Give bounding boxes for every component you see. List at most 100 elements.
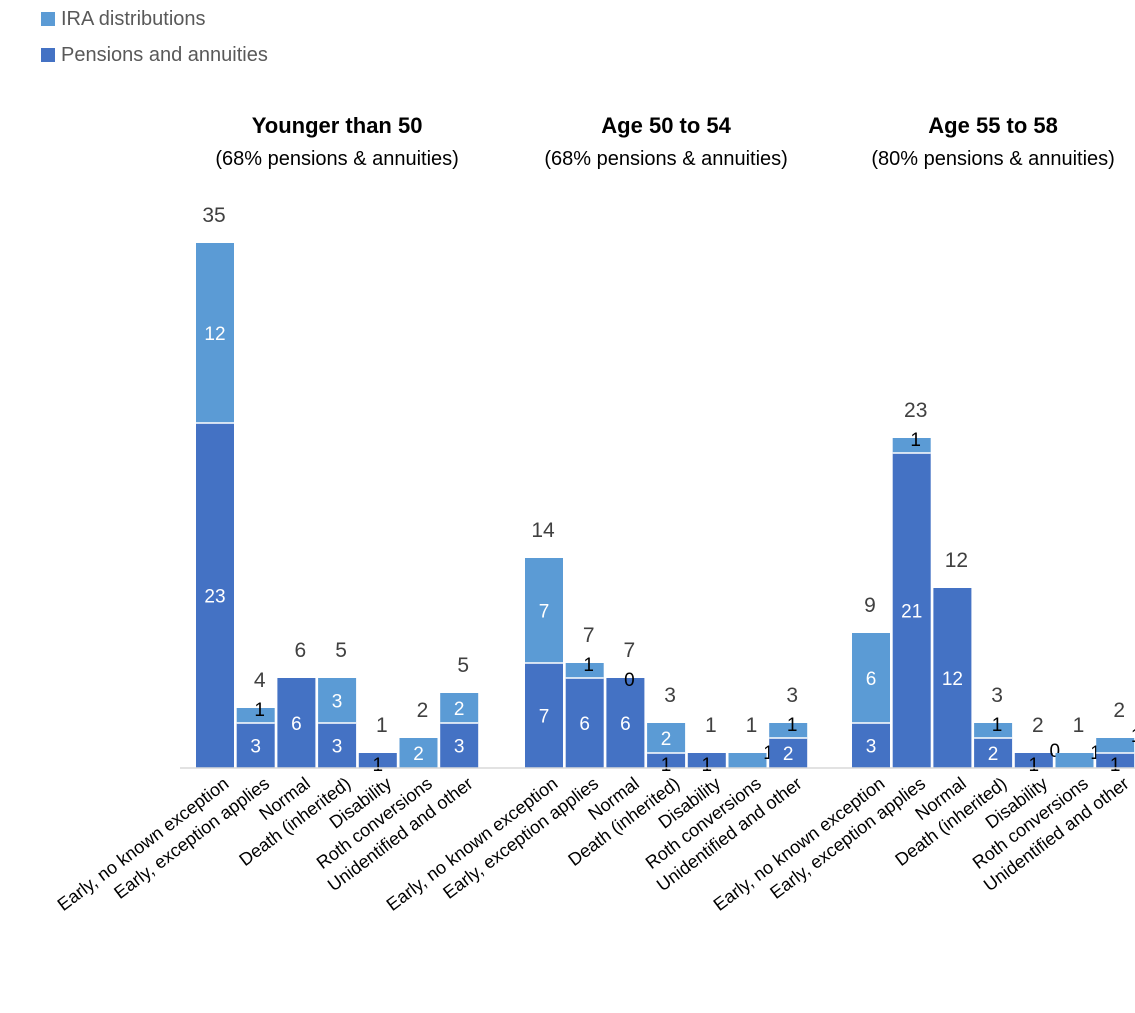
bar-segment-pensions	[525, 663, 563, 768]
data-label-pensions: 1	[1029, 755, 1040, 776]
bar-segment-pensions	[358, 753, 397, 768]
bar-segment-pensions	[196, 423, 234, 768]
bar-segment-pensions	[236, 723, 275, 768]
data-label-pensions: 1	[1110, 755, 1121, 776]
data-label-pensions: 2	[988, 744, 999, 765]
data-label-ira: 0	[624, 670, 635, 691]
legend-swatch-ira-distributions	[41, 12, 55, 26]
group-subtitle: (68% pensions & annuities)	[544, 148, 787, 170]
bar-segment-ira	[852, 633, 890, 723]
legend-swatch-pensions-and-annuities	[41, 48, 55, 62]
bar-segment-ira	[236, 708, 275, 723]
data-label-pensions: 2	[783, 744, 794, 765]
total-label: 7	[624, 639, 636, 662]
bar-segment-ira	[1055, 753, 1094, 768]
data-label-ira: 1	[1131, 726, 1135, 747]
data-label-pensions: 1	[702, 755, 713, 776]
total-label: 5	[335, 639, 347, 662]
data-label-pensions: 3	[250, 737, 261, 758]
bar-segment-pensions	[1014, 753, 1053, 768]
bar-segment-pensions	[852, 723, 890, 768]
bar-segment-pensions	[318, 723, 357, 768]
total-label: 3	[786, 684, 798, 707]
bar-segment-ira	[769, 723, 808, 738]
total-label: 2	[417, 699, 429, 722]
bar-segment-pensions	[687, 753, 726, 768]
total-label: 1	[1073, 714, 1085, 737]
total-label: 23	[904, 399, 927, 422]
total-label: 9	[864, 594, 876, 617]
bar-segment-ira	[974, 723, 1013, 738]
data-label-pensions: 7	[539, 707, 550, 728]
total-label: 1	[705, 714, 717, 737]
x-tick-label-early-no-known-exception: Early, no known exception	[54, 773, 233, 915]
bar-segment-ira	[318, 678, 357, 723]
data-label-ira: 3	[332, 692, 343, 713]
bar-segment-ira	[196, 243, 234, 423]
bar-segment-ira	[892, 438, 931, 453]
data-label-ira: 2	[454, 699, 465, 720]
data-label-ira: 1	[254, 700, 265, 721]
data-label-pensions: 23	[204, 587, 225, 608]
bar-segment-pensions	[892, 453, 931, 768]
data-label-ira: 1	[787, 715, 798, 736]
bar-segment-pensions	[974, 738, 1013, 768]
legend: IRA distributions Pensions and annuities	[41, 8, 268, 66]
group-subtitle: (80% pensions & annuities)	[871, 148, 1114, 170]
total-label: 2	[1113, 699, 1125, 722]
total-label: 35	[202, 204, 225, 227]
bar-segment-pensions	[1096, 753, 1135, 768]
bar-segment-pensions	[933, 588, 972, 768]
group-subtitle: (68% pensions & annuities)	[215, 148, 458, 170]
data-label-pensions: 1	[373, 755, 384, 776]
bar-segment-ira	[1096, 738, 1135, 753]
bar-segment-ira	[440, 693, 479, 723]
data-label-ira: 12	[204, 324, 225, 345]
data-label-ira: 2	[413, 744, 424, 765]
bar-segment-ira	[647, 723, 686, 753]
bar-segment-pensions	[440, 723, 479, 768]
bar-segment-pensions	[277, 678, 316, 768]
group-headers: Younger than 50 (68% pensions & annuities…	[215, 113, 1114, 170]
total-label: 2	[1032, 714, 1044, 737]
total-label: 6	[295, 639, 307, 662]
bar-segment-ira	[525, 558, 563, 663]
bar-segment-ira	[565, 663, 604, 678]
data-label-pensions: 21	[901, 602, 922, 623]
data-label-pensions: 6	[579, 714, 590, 735]
data-label-pensions: 1	[661, 755, 672, 776]
total-label: 3	[664, 684, 676, 707]
legend-label-ira-distributions: IRA distributions	[61, 8, 206, 30]
data-label-ira: 6	[866, 669, 877, 690]
group-title: Age 50 to 54	[601, 113, 731, 138]
data-label-ira: 2	[661, 729, 672, 750]
data-label-pensions: 3	[866, 737, 877, 758]
data-label-ira: 1	[992, 715, 1003, 736]
total-label: 5	[457, 654, 469, 677]
data-label-ira: 1	[1090, 743, 1101, 764]
bars: 2312353146633511223257714617607123111121…	[196, 204, 1135, 776]
legend-label-pensions-and-annuities: Pensions and annuities	[61, 44, 268, 66]
bar-segment-ira	[399, 738, 438, 768]
bar-segment-ira	[728, 753, 767, 768]
data-label-pensions: 3	[454, 737, 465, 758]
total-label: 1	[746, 714, 758, 737]
data-label-pensions: 12	[942, 669, 963, 690]
bar-segment-pensions	[769, 738, 808, 768]
total-label: 14	[531, 519, 555, 542]
bar-segment-pensions	[647, 753, 686, 768]
total-label: 12	[945, 549, 968, 572]
data-label-pensions: 6	[291, 714, 302, 735]
total-label: 7	[583, 624, 595, 647]
data-label-ira: 1	[763, 743, 774, 764]
data-label-pensions: 3	[332, 737, 343, 758]
data-label-ira: 7	[539, 602, 550, 623]
data-label-ira: 0	[1050, 741, 1061, 762]
bar-segment-pensions	[606, 678, 645, 768]
total-label: 1	[376, 714, 388, 737]
group-title: Younger than 50	[252, 113, 423, 138]
bar-segment-pensions	[565, 678, 604, 768]
group-title: Age 55 to 58	[928, 113, 1058, 138]
